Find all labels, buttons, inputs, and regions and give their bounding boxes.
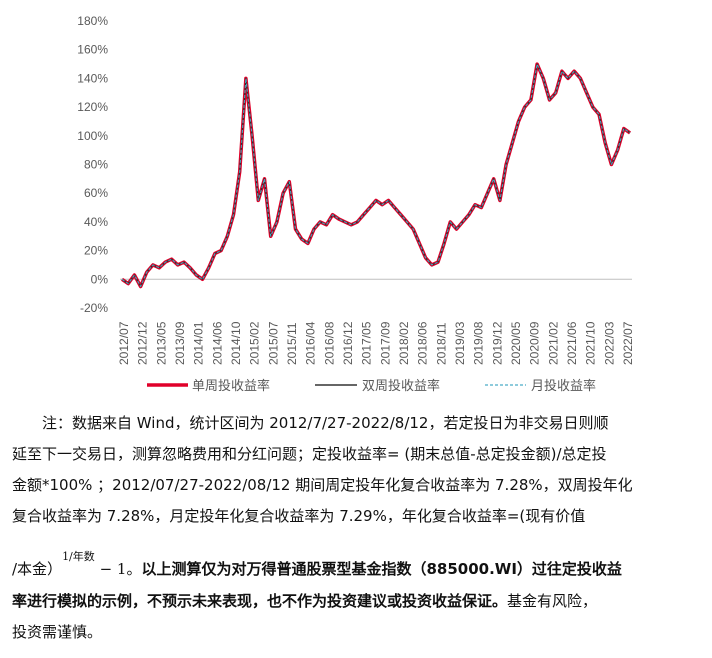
- legend-item-monthly: 月投收益率: [485, 378, 596, 394]
- series-weekly-line: [121, 62, 631, 289]
- y-tick-label: 100%: [77, 129, 108, 143]
- disclaimer-bold-2: 率进行模拟的示例，不预示未来表现，也不作为投资建议或投资收益保证。: [12, 592, 508, 610]
- x-tick-label: 2019/03: [453, 321, 467, 365]
- y-tick-label: 20%: [84, 244, 108, 258]
- note-line-3: 金额*100% ；2012/07/27-2022/08/12 期间周定投年化复合…: [12, 476, 633, 494]
- x-axis: 2012/07 2012/12 2013/05 2013/09 2014/01 2014/…: [117, 278, 635, 365]
- legend-label-monthly: 月投收益率: [531, 378, 596, 394]
- x-tick-label: 2016/04: [304, 321, 318, 365]
- line-chart: -20% 0% 20% 40% 60% 80% 100% 120% 140% 160% 180% 2…: [77, 14, 635, 394]
- x-tick-label: 2021/06: [565, 321, 579, 365]
- y-tick-label: -20%: [80, 301, 108, 315]
- x-tick-label: 2019/08: [472, 321, 486, 365]
- x-tick-label: 2022/03: [602, 321, 616, 365]
- x-tick-label: 2013/05: [154, 321, 168, 365]
- y-tick-label: 80%: [84, 158, 108, 172]
- x-tick-label: 2018/11: [434, 322, 448, 365]
- footnote: 注：数据来自 Wind，统计区间为 2012/7/27-2022/8/12，若定…: [12, 408, 702, 648]
- y-axis-tick-labels: -20% 0% 20% 40% 60% 80% 100% 120% 140% 160% 180%: [77, 14, 108, 315]
- x-tick-label: 2015/07: [266, 321, 280, 365]
- x-tick-label: 2016/08: [322, 321, 336, 365]
- x-tick-label: 2022/07: [621, 321, 635, 365]
- legend-label-biweekly: 双周投收益率: [362, 378, 440, 394]
- x-tick-label: 2021/02: [546, 321, 560, 365]
- note-line-4: 复合收益率为 7.28%，月定投年化复合收益率为 7.29%，年化复合收益率=(…: [12, 507, 586, 525]
- x-tick-label: 2019/12: [490, 321, 504, 365]
- series-monthly-line: [121, 63, 631, 287]
- risk-warning: 基金有风险，: [507, 592, 598, 610]
- x-tick-label: 2018/06: [416, 321, 430, 365]
- legend: 单周投收益率 双周投收益率 月投收益率: [147, 378, 596, 394]
- x-tick-label: 2016/12: [341, 321, 355, 365]
- x-tick-label: 2015/02: [248, 321, 262, 365]
- y-tick-label: 140%: [77, 71, 108, 85]
- x-tick-label: 2020/09: [528, 321, 542, 365]
- x-tick-label: 2014/06: [210, 321, 224, 365]
- disclaimer-bold-1: 以上测算仅为对万得普通股票型基金指数（885000.WI）过往定投收益: [141, 560, 622, 578]
- note-line-5: /本金）1/年数 − 1。以上测算仅为对万得普通股票型基金指数（885000.W…: [12, 550, 702, 586]
- y-tick-label: 120%: [77, 100, 108, 114]
- formula-prefix: /本金）: [12, 560, 63, 578]
- y-tick-label: 180%: [77, 14, 108, 28]
- x-tick-label: 2015/11: [285, 322, 299, 365]
- legend-item-biweekly: 双周投收益率: [315, 378, 440, 394]
- formula-exponent: 1/年数: [62, 550, 95, 563]
- y-tick-label: 0%: [91, 272, 109, 286]
- x-tick-label: 2021/10: [584, 321, 598, 365]
- x-tick-label: 2012/07: [117, 321, 131, 365]
- x-tick-label: 2017/09: [378, 321, 392, 365]
- x-tick-label: 2017/05: [360, 321, 374, 365]
- note-line-7: 投资需谨慎。: [12, 623, 103, 641]
- x-tick-label: 2020/05: [509, 321, 523, 365]
- x-tick-label: 2014/10: [229, 321, 243, 365]
- y-tick-label: 60%: [84, 186, 108, 200]
- note-line-6: 率进行模拟的示例，不预示未来表现，也不作为投资建议或投资收益保证。基金有风险，: [12, 586, 702, 617]
- y-tick-label: 40%: [84, 215, 108, 229]
- note-line-1: 注：数据来自 Wind，统计区间为 2012/7/27-2022/8/12，若定…: [42, 414, 609, 432]
- formula-minus-one: − 1。: [99, 560, 142, 578]
- series-lines: [121, 62, 631, 289]
- y-tick-label: 160%: [77, 43, 108, 57]
- x-tick-label: 2012/12: [136, 321, 150, 365]
- note-line-2: 延至下一交易日，测算忽略费用和分红问题；定投收益率= (期末总值-总定投金额)/…: [12, 445, 607, 463]
- legend-item-weekly: 单周投收益率: [147, 378, 270, 394]
- x-tick-label: 2018/02: [397, 321, 411, 365]
- x-tick-label: 2014/01: [192, 321, 206, 365]
- legend-label-weekly: 单周投收益率: [192, 378, 270, 394]
- x-tick-label: 2013/09: [173, 321, 187, 365]
